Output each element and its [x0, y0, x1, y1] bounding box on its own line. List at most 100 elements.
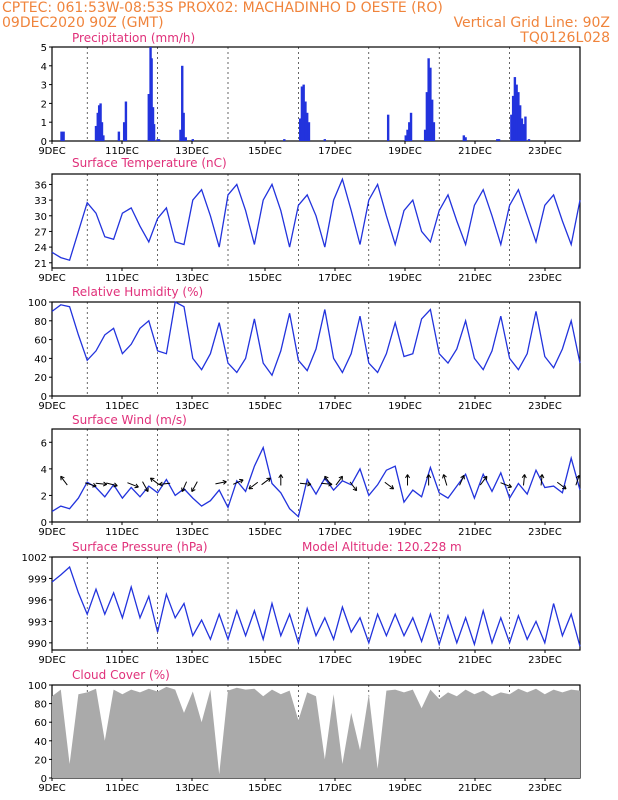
- precip-bar: [511, 95, 515, 141]
- precip-bar: [425, 92, 429, 141]
- temp-frame: [51, 173, 581, 269]
- temp-xtick-label: 15DEC: [248, 273, 282, 284]
- wind-vector-head: [158, 481, 163, 487]
- wind-vector: [60, 475, 68, 486]
- rh-series-line: [51, 301, 581, 377]
- precip-xtick-label: 15DEC: [248, 146, 282, 157]
- wind-xtick-label: 15DEC: [248, 527, 282, 538]
- precip-bar: [124, 101, 128, 141]
- cloud-xtick-label: 17DEC: [318, 783, 352, 794]
- temp-ytick-label: 30: [34, 212, 47, 223]
- wind-xtick-label: 11DEC: [105, 527, 139, 538]
- rh-ytick-label: 80: [34, 317, 47, 328]
- precip-ytick-label: 2: [41, 99, 47, 110]
- wind-vector-head: [191, 487, 196, 493]
- wind-vector-head: [307, 481, 312, 487]
- wind-xtick-label: 9DEC: [38, 527, 65, 538]
- precip-bar: [157, 139, 161, 141]
- precip-bar: [423, 129, 427, 141]
- wind-xtick-label: 13DEC: [175, 527, 209, 538]
- wind-vector: [479, 475, 488, 486]
- rh-title: Relative Humidity (%): [72, 285, 203, 299]
- precip-bar: [102, 135, 105, 141]
- wind-vector: [575, 475, 580, 486]
- wind-vector: [443, 474, 448, 486]
- wind-xtick-label: 19DEC: [388, 527, 422, 538]
- wind-ytick-label: 6: [41, 438, 47, 449]
- precip-bar: [306, 112, 309, 141]
- wind-vector-head: [134, 483, 139, 489]
- precip-bar: [60, 131, 63, 141]
- wind-vector-head: [181, 487, 186, 492]
- precip-bar: [430, 99, 434, 141]
- precip-bar: [307, 122, 311, 141]
- precip-xtick-label: 23DEC: [528, 146, 562, 157]
- wind-series-line: [51, 445, 581, 518]
- wind-vector-head: [102, 481, 108, 487]
- temp-ytick-label: 36: [34, 180, 47, 191]
- precip-xtick-label: 9DEC: [38, 146, 65, 157]
- wind-vector-head: [60, 475, 65, 481]
- rh-xtick-label: 9DEC: [38, 401, 65, 412]
- wind-vector: [261, 477, 271, 486]
- rh-xtick-label: 17DEC: [318, 401, 352, 412]
- wind-xtick-label: 23DEC: [528, 527, 562, 538]
- wind-vector-head: [278, 474, 284, 479]
- precip-bar: [99, 103, 102, 141]
- precip-bar: [179, 129, 182, 141]
- rh-xtick-label: 15DEC: [248, 401, 282, 412]
- wind-vector: [106, 482, 118, 487]
- cloud-ytick-label: 0: [41, 774, 47, 785]
- rh-ytick-label: 0: [41, 392, 47, 403]
- temp-xtick-label: 19DEC: [388, 273, 422, 284]
- wind-vector-head: [405, 474, 411, 479]
- cloud-ytick-label: 100: [28, 681, 47, 692]
- wind-vector: [459, 475, 465, 486]
- pressure-xtick-label: 11DEC: [105, 655, 139, 666]
- cloud-xtick-label: 21DEC: [458, 783, 492, 794]
- wind-ytick-label: 4: [41, 465, 47, 476]
- temp-ytick-label: 27: [34, 227, 47, 238]
- cloud-ytick-label: 20: [34, 755, 47, 766]
- precip-bar: [510, 114, 513, 141]
- cloud-xtick-label: 19DEC: [388, 783, 422, 794]
- precip-bar: [427, 58, 430, 141]
- wind-vector: [556, 481, 567, 490]
- wind-vector: [248, 481, 259, 490]
- temp-xtick-label: 23DEC: [528, 273, 562, 284]
- precip-xtick-label: 11DEC: [105, 146, 139, 157]
- precip-bar: [432, 122, 436, 141]
- wind-vector-head: [389, 484, 395, 490]
- precip-bar: [404, 135, 407, 141]
- wind-vector-head: [562, 484, 567, 490]
- pressure-ytick-label: 996: [28, 596, 47, 607]
- precip-bar: [96, 112, 99, 141]
- pressure-xtick-label: 15DEC: [248, 655, 282, 666]
- precip-bar: [283, 139, 286, 141]
- wind-vector-head: [482, 475, 488, 481]
- model-name: TQ0126L028: [520, 30, 610, 46]
- wind-vector: [540, 474, 543, 486]
- precip-bar: [527, 139, 531, 141]
- precip-bar: [517, 92, 520, 141]
- wind-vector-head: [539, 474, 545, 479]
- wind-vector: [335, 475, 343, 486]
- temp-ytick-label: 21: [34, 259, 47, 270]
- wind-vector: [191, 481, 198, 492]
- pressure-title: Surface Pressure (hPa): [72, 540, 208, 554]
- precip-bar: [497, 139, 501, 141]
- precip-bar: [191, 139, 194, 141]
- cloud-xtick-label: 23DEC: [528, 783, 562, 794]
- precip-bar: [409, 112, 413, 141]
- temp-xtick-label: 11DEC: [105, 273, 139, 284]
- wind-vector: [159, 482, 171, 485]
- wind-vector-head: [149, 477, 155, 482]
- rh-xtick-label: 19DEC: [388, 401, 422, 412]
- wind-vector-head: [460, 474, 465, 480]
- rh-xtick-label: 21DEC: [458, 401, 492, 412]
- wind-vector: [181, 481, 188, 492]
- precip-bar: [513, 77, 517, 141]
- wind-vector-head: [266, 477, 271, 482]
- wind-ytick-label: 0: [41, 518, 47, 529]
- precip-bar: [182, 112, 185, 141]
